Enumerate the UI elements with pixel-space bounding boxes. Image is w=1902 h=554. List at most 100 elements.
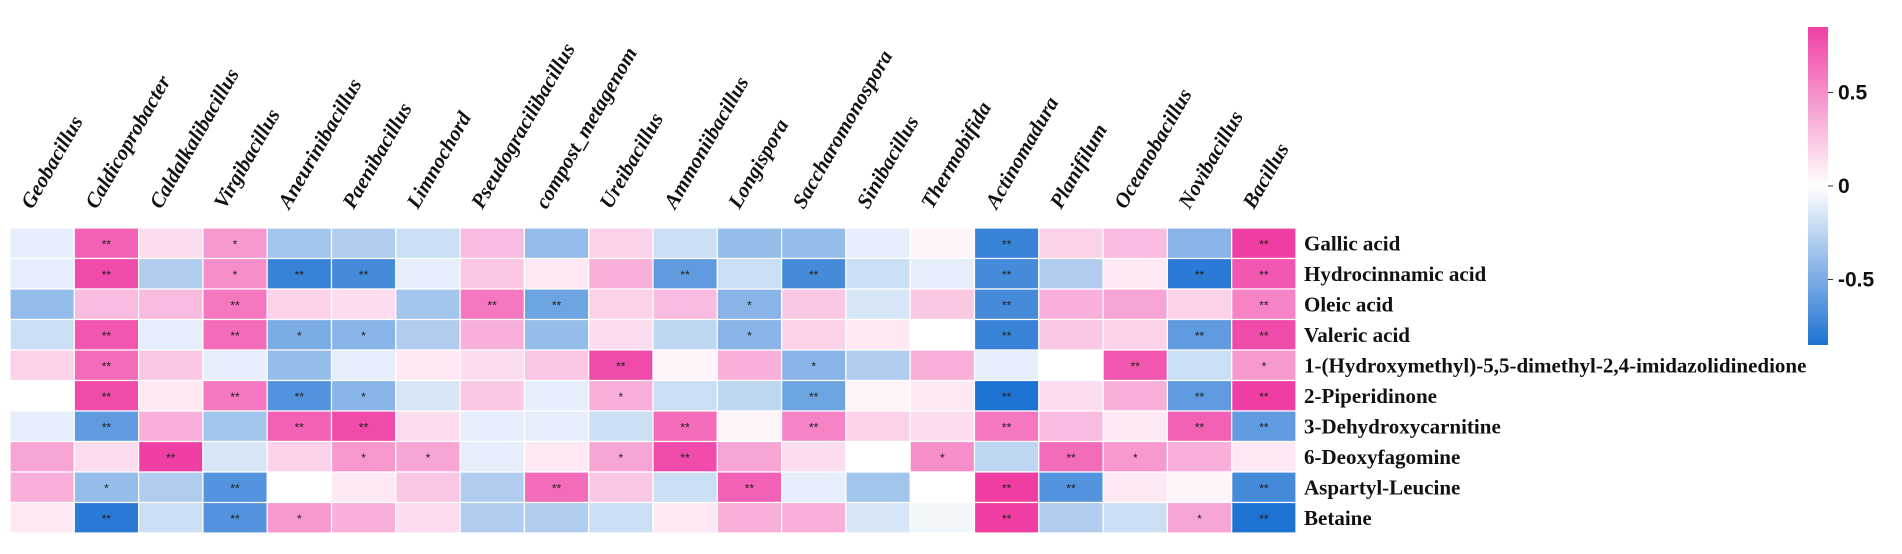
heatmap-cell	[652, 440, 718, 473]
heatmap-cell	[909, 227, 976, 260]
significance-mark: **	[102, 329, 112, 343]
heatmap-cell	[395, 471, 461, 504]
heatmap-cell	[138, 501, 204, 534]
heatmap-cell	[1166, 501, 1233, 534]
heatmap-cell	[780, 349, 847, 382]
heatmap-cell	[1102, 410, 1168, 443]
significance-mark: **	[616, 359, 626, 373]
heatmap-cell	[588, 471, 654, 504]
heatmap-cell	[1166, 440, 1233, 473]
heatmap-cell	[523, 379, 590, 412]
heatmap-cell	[716, 379, 783, 412]
heatmap-cell	[1231, 349, 1297, 382]
significance-mark: **	[1259, 237, 1269, 251]
significance-mark: **	[1259, 512, 1269, 526]
heatmap-cell	[459, 410, 526, 443]
heatmap-cell	[780, 471, 847, 504]
heatmap-cell	[73, 379, 140, 412]
significance-mark: **	[1066, 451, 1076, 465]
significance-mark: *	[361, 329, 366, 343]
heatmap-cell	[523, 257, 590, 290]
heatmap-cell	[9, 318, 75, 351]
heatmap-cell	[1038, 410, 1104, 443]
heatmap-cell	[266, 471, 333, 504]
column-labels: GeobacillusCaldicoprobacterCaldalkalibac…	[16, 39, 1294, 214]
significance-mark: *	[940, 451, 945, 465]
significance-mark: **	[745, 481, 755, 495]
significance-mark: **	[1259, 298, 1269, 312]
significance-mark: **	[1002, 512, 1012, 526]
heatmap-cell	[716, 227, 783, 260]
significance-mark: **	[102, 390, 112, 404]
heatmap-cell	[459, 257, 526, 290]
heatmap-cell	[138, 318, 204, 351]
heatmap-cell	[1231, 227, 1297, 260]
heatmap-cell	[266, 349, 333, 382]
heatmap-cell	[330, 288, 397, 321]
heatmap-cell	[523, 318, 590, 351]
significance-mark: *	[361, 390, 366, 404]
heatmap-cell	[330, 379, 397, 412]
significance-mark: **	[1195, 420, 1205, 434]
heatmap-cell	[9, 471, 75, 504]
heatmap-cell	[845, 227, 911, 260]
significance-mark: **	[1002, 390, 1012, 404]
heatmap-cell	[909, 257, 976, 290]
significance-mark: *	[361, 451, 366, 465]
heatmap-cell	[523, 227, 590, 260]
heatmap-cell	[1102, 349, 1168, 382]
heatmap-cell	[266, 440, 333, 473]
heatmap-cell	[459, 379, 526, 412]
heatmap-cell	[1166, 288, 1233, 321]
heatmap-cell	[909, 501, 976, 534]
heatmap-cell	[588, 257, 654, 290]
heatmap-cell	[716, 349, 783, 382]
heatmap-cell	[73, 257, 140, 290]
heatmap-cell	[909, 288, 976, 321]
significance-mark: *	[1262, 359, 1267, 373]
significance-mark: **	[1259, 329, 1269, 343]
heatmap-cell	[716, 440, 783, 473]
heatmap-cell	[845, 349, 911, 382]
heatmap-cell	[73, 349, 140, 382]
heatmap-cell	[716, 288, 783, 321]
row-label: Gallic acid	[1304, 231, 1401, 255]
row-label: 1-(Hydroxymethyl)-5,5-dimethyl-2,4-imida…	[1304, 353, 1806, 377]
colorbar-tick-label: 0	[1838, 175, 1850, 198]
significance-mark: **	[680, 420, 690, 434]
heatmap-cell	[716, 471, 783, 504]
heatmap-cell	[780, 440, 847, 473]
heatmap-cell	[395, 349, 461, 382]
heatmap-cell	[716, 410, 783, 443]
row-label: 6-Deoxyfagomine	[1304, 445, 1460, 469]
heatmap-cell	[973, 471, 1040, 504]
significance-mark: *	[426, 451, 431, 465]
significance-mark: **	[295, 420, 305, 434]
heatmap-cell	[9, 379, 75, 412]
heatmap-cell	[1038, 227, 1104, 260]
heatmap-cell	[1102, 318, 1168, 351]
heatmap-cell	[845, 440, 911, 473]
heatmap-cell	[909, 471, 976, 504]
heatmap-cell	[395, 227, 461, 260]
heatmap-cell	[1231, 379, 1297, 412]
significance-mark: **	[295, 268, 305, 282]
heatmap-cell	[973, 501, 1040, 534]
heatmap-cell	[459, 471, 526, 504]
row-label: Valeric acid	[1304, 323, 1410, 347]
heatmap-cell	[1231, 471, 1297, 504]
significance-mark: *	[618, 451, 623, 465]
heatmap-cells	[9, 227, 1297, 534]
heatmap-cell	[652, 318, 718, 351]
significance-mark: **	[1002, 298, 1012, 312]
colorbar-tick-label: -0.5	[1838, 269, 1875, 292]
heatmap-cell	[1102, 379, 1168, 412]
significance-mark: *	[297, 329, 302, 343]
heatmap-cell	[395, 257, 461, 290]
significance-mark: **	[1195, 268, 1205, 282]
heatmap-cell	[652, 288, 718, 321]
significance-mark: *	[233, 268, 238, 282]
heatmap-cell	[523, 349, 590, 382]
significance-mark: **	[1259, 390, 1269, 404]
heatmap-cell	[780, 318, 847, 351]
